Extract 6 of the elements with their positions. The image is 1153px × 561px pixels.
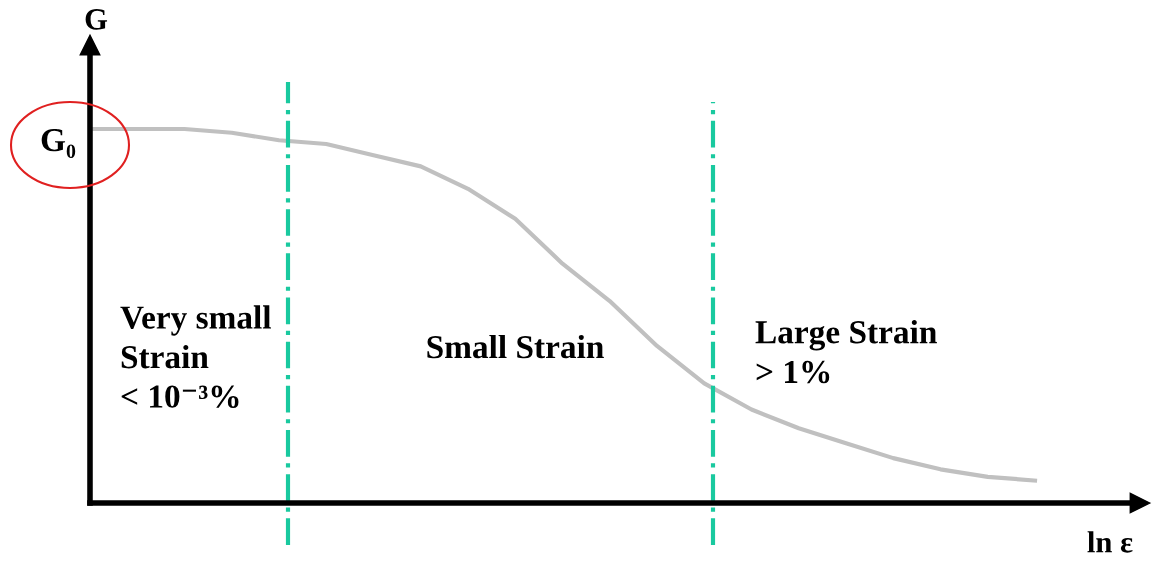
annotation: Large Strain > 1%	[755, 320, 937, 384]
annotation: Very small Strain < 10⁻³%	[120, 305, 271, 408]
annotation: Small Strain	[427, 334, 604, 359]
annotation: G₀	[41, 128, 76, 158]
x-axis-title: ln ε	[1087, 531, 1133, 553]
y-axis-title: G	[85, 9, 108, 30]
